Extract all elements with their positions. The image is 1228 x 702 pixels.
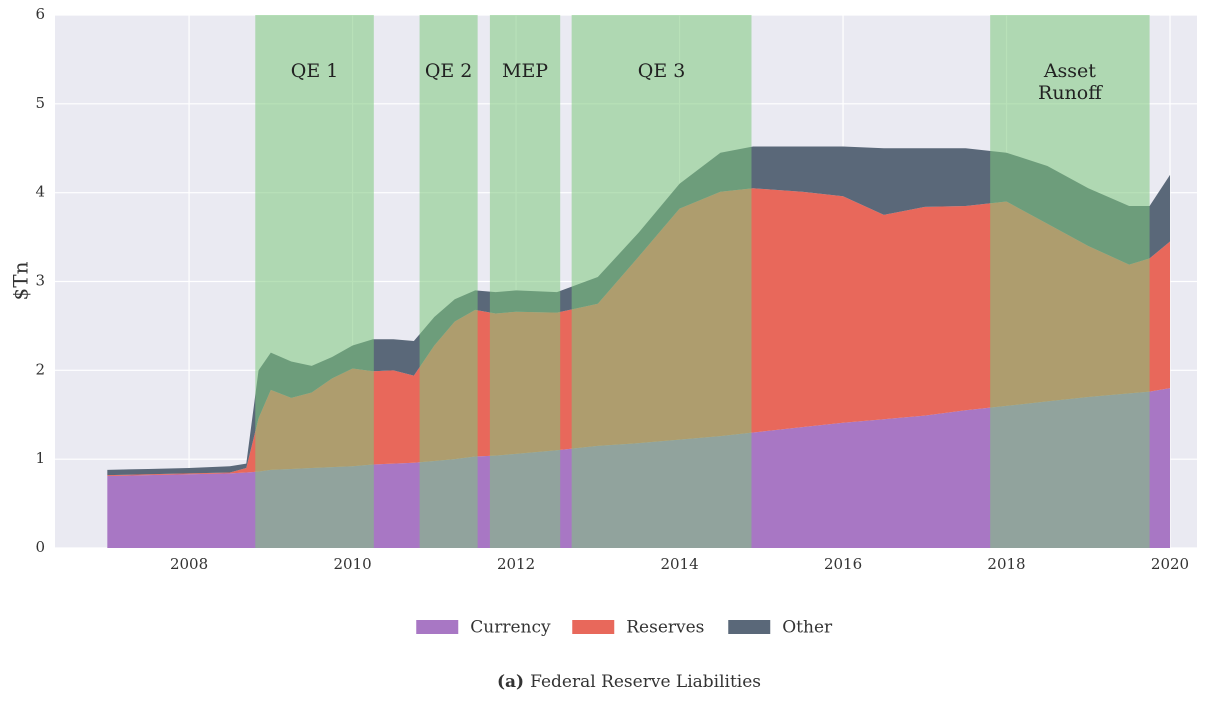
- x-tick-label: 2018: [987, 555, 1025, 573]
- y-tick-label: 4: [35, 183, 45, 201]
- x-tick-label: 2016: [824, 555, 862, 573]
- y-tick-label: 6: [35, 5, 45, 23]
- legend-label: Reserves: [626, 618, 704, 638]
- region-label: MEP: [502, 60, 548, 82]
- y-tick-label: 0: [35, 538, 45, 556]
- y-axis-label: $Tn: [9, 261, 33, 300]
- region-label: Runoff: [1038, 82, 1103, 104]
- x-tick-label: 2010: [333, 555, 371, 573]
- region-label: QE 1: [291, 60, 339, 82]
- region-label: QE 3: [638, 60, 686, 82]
- legend-swatch: [416, 620, 459, 634]
- legend-swatch: [572, 620, 615, 634]
- y-tick-label: 5: [35, 94, 45, 112]
- x-tick-label: 2014: [660, 555, 698, 573]
- x-tick-label: 2020: [1151, 555, 1189, 573]
- shaded-region: [571, 15, 752, 548]
- x-tick-label: 2012: [497, 555, 535, 573]
- x-tick-label: 2008: [170, 555, 208, 573]
- shaded-region: [419, 15, 478, 548]
- caption-label: (a): [497, 672, 524, 692]
- caption-text: Federal Reserve Liabilities: [530, 672, 761, 692]
- legend-label: Currency: [470, 618, 551, 638]
- shaded-region: [489, 15, 561, 548]
- region-label: QE 2: [425, 60, 473, 82]
- region-label: Asset: [1043, 60, 1096, 82]
- caption: (a) Federal Reserve Liabilities: [497, 672, 761, 692]
- y-tick-label: 1: [35, 449, 45, 467]
- legend-label: Other: [782, 618, 833, 638]
- y-tick-label: 3: [35, 272, 45, 290]
- y-tick-label: 2: [35, 360, 45, 378]
- legend-swatch: [728, 620, 771, 634]
- shaded-region: [990, 15, 1150, 548]
- shaded-region: [255, 15, 374, 548]
